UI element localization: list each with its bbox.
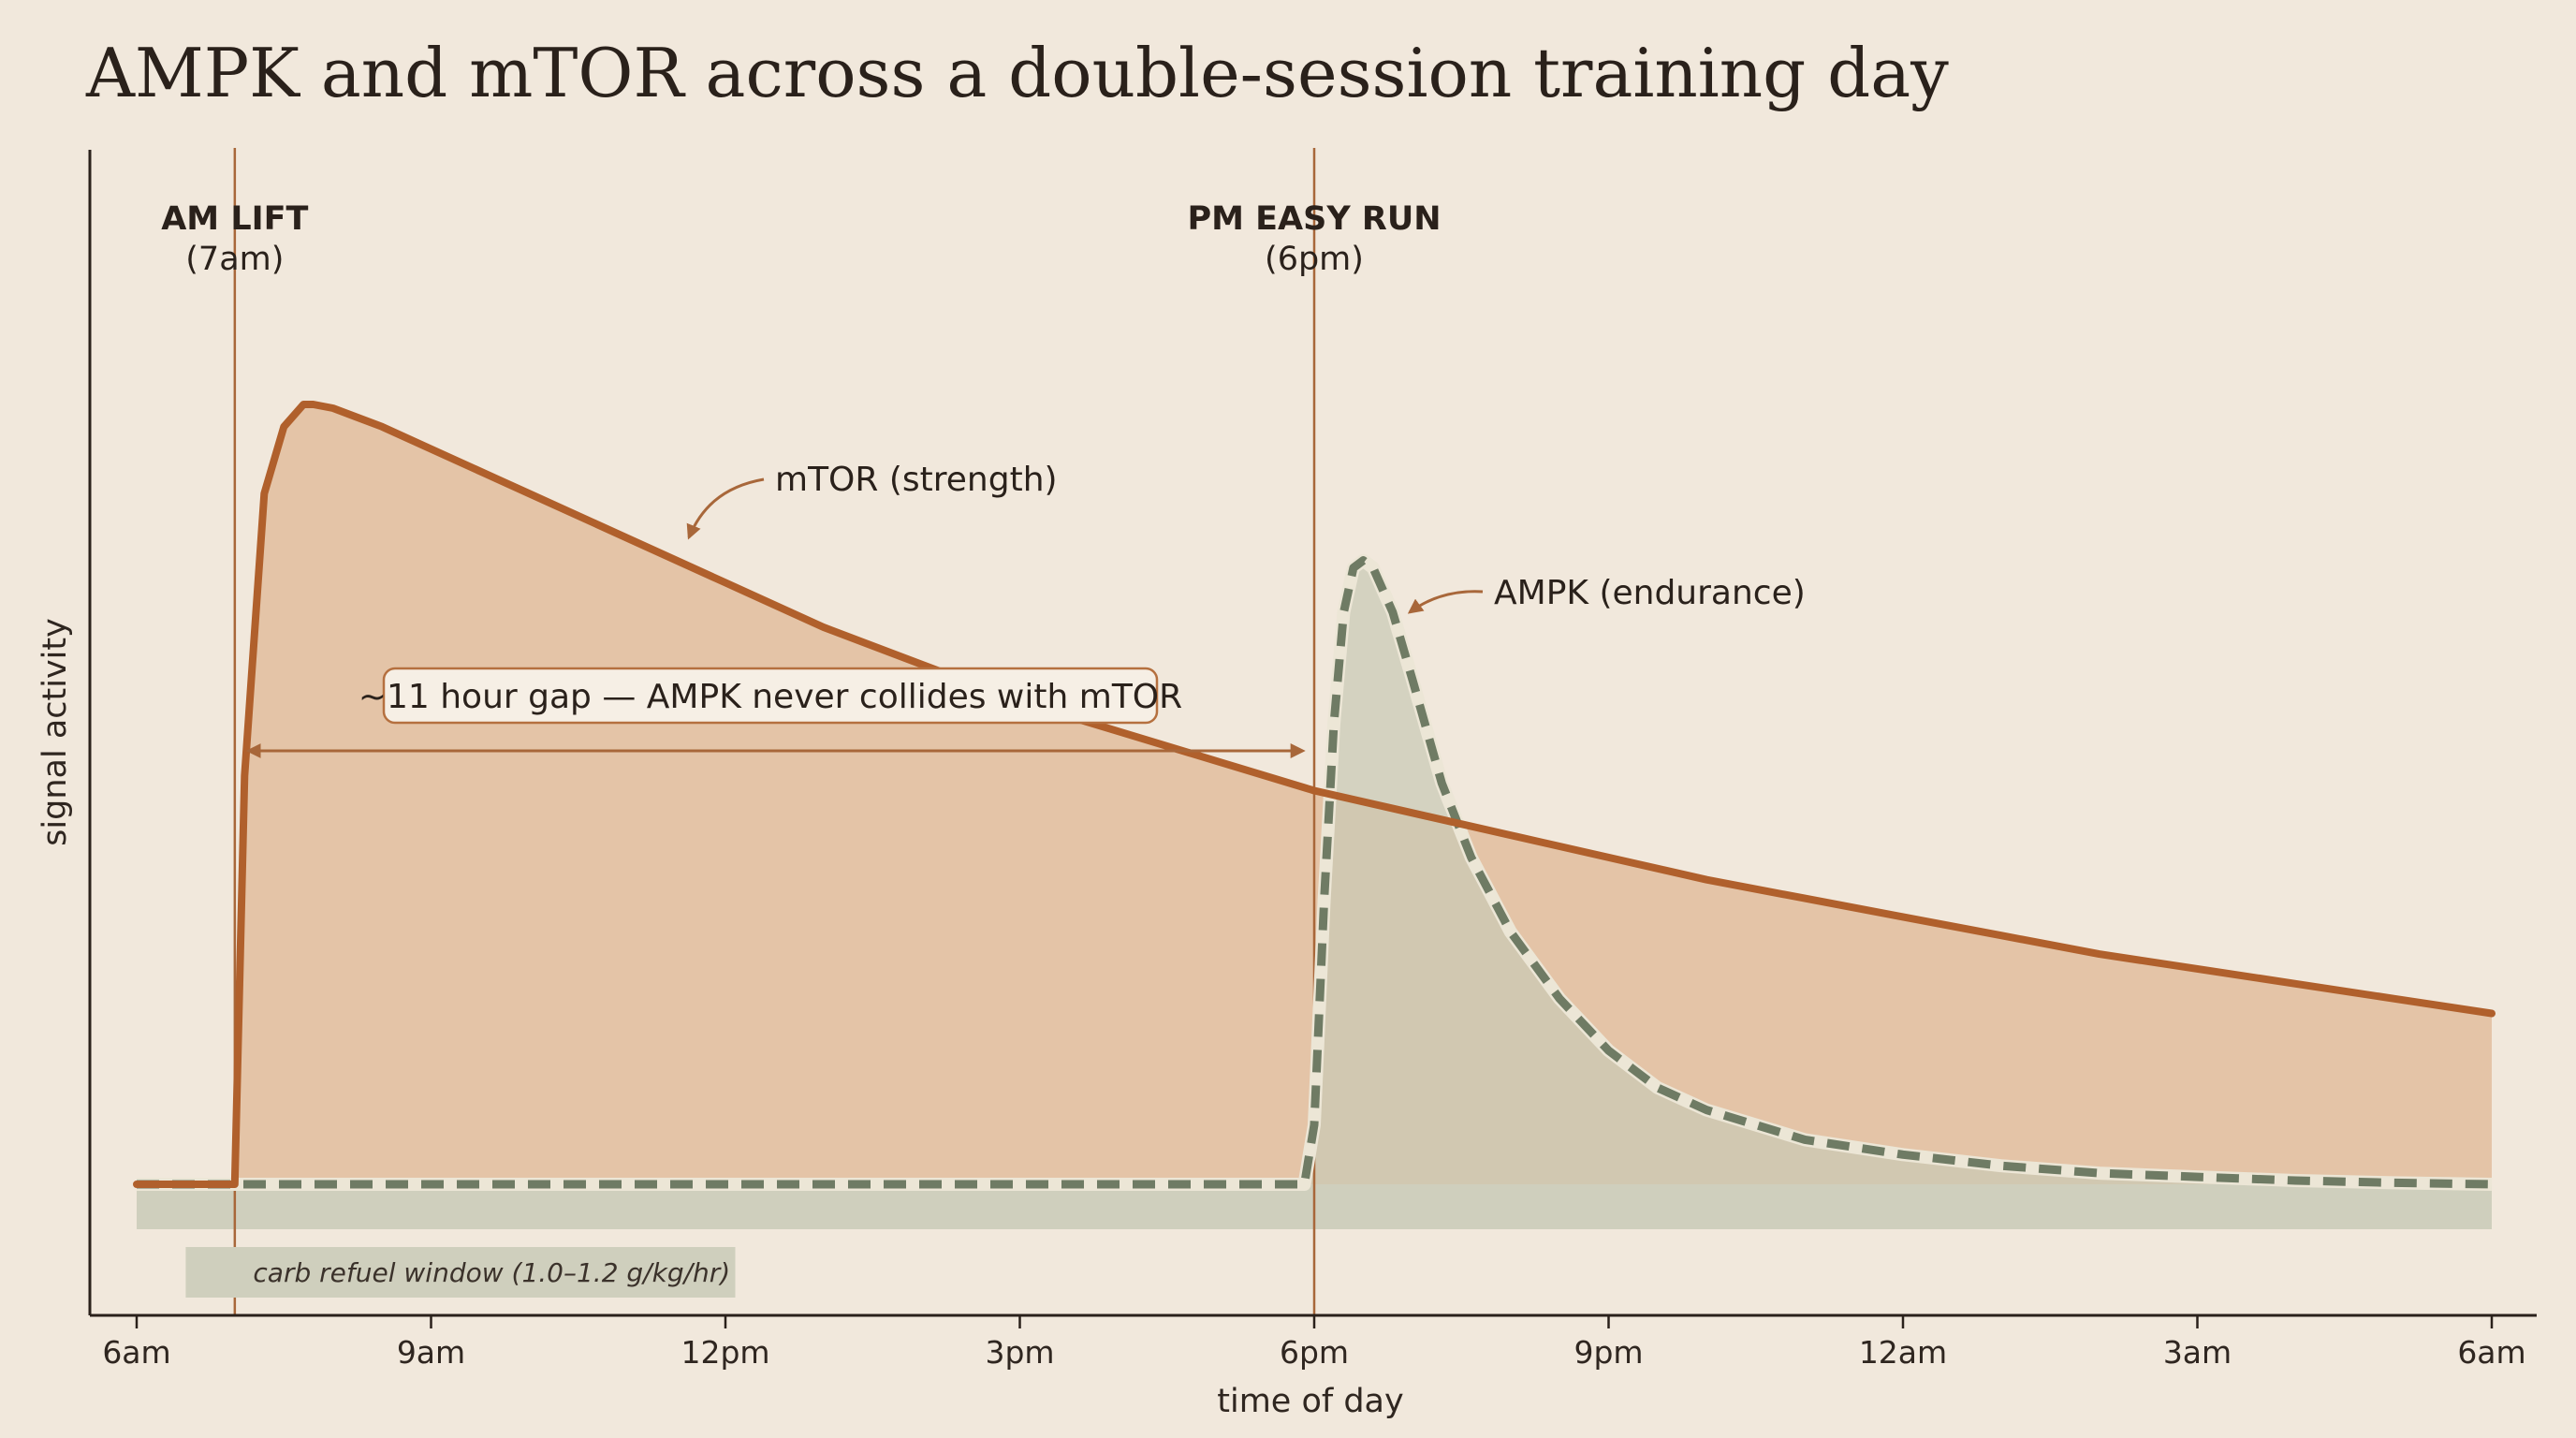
- x-axis-label: time of day: [1217, 1383, 1403, 1420]
- x-tick-label: 9am: [397, 1334, 465, 1371]
- y-axis-label: signal activity: [37, 618, 74, 846]
- gap-label: ~11 hour gap — AMPK never collides with …: [359, 678, 1182, 716]
- x-tick-label: 12pm: [681, 1334, 769, 1371]
- refuel-window-label: carb refuel window (1.0–1.2 g/kg/hr): [253, 1257, 730, 1288]
- x-tick-label: 6pm: [1280, 1334, 1349, 1371]
- gap-label-box: [382, 667, 1159, 725]
- refuel-window-band: [185, 1247, 736, 1298]
- x-tick-label: 6am: [2457, 1334, 2525, 1371]
- session-label-pm-run: PM EASY RUN: [1187, 200, 1441, 238]
- mtor-label: mTOR (strength): [775, 461, 1058, 499]
- ampk-line: [137, 556, 2493, 1189]
- x-tick-label: 3am: [2163, 1334, 2232, 1371]
- chart-title: AMPK and mTOR across a double-session tr…: [85, 34, 1949, 112]
- x-tick-label: 6am: [102, 1334, 170, 1371]
- x-tick-label: 3pm: [985, 1334, 1054, 1371]
- mtor-label-arrow: [686, 477, 765, 540]
- session-label-am-lift: AM LIFT: [161, 200, 308, 238]
- x-axis-ticks: 6am 9am 12pm 3pm 6pm 9pm 12am 3am 6am: [102, 1315, 2526, 1371]
- ampk-label: AMPK (endurance): [1494, 574, 1806, 612]
- session-time-am-lift: (7am): [185, 241, 284, 278]
- session-time-pm-run: (6pm): [1265, 241, 1364, 278]
- x-tick-label: 9pm: [1573, 1334, 1643, 1371]
- ampk-label-arrow: [1407, 590, 1484, 614]
- x-tick-label: 12am: [1859, 1334, 1947, 1371]
